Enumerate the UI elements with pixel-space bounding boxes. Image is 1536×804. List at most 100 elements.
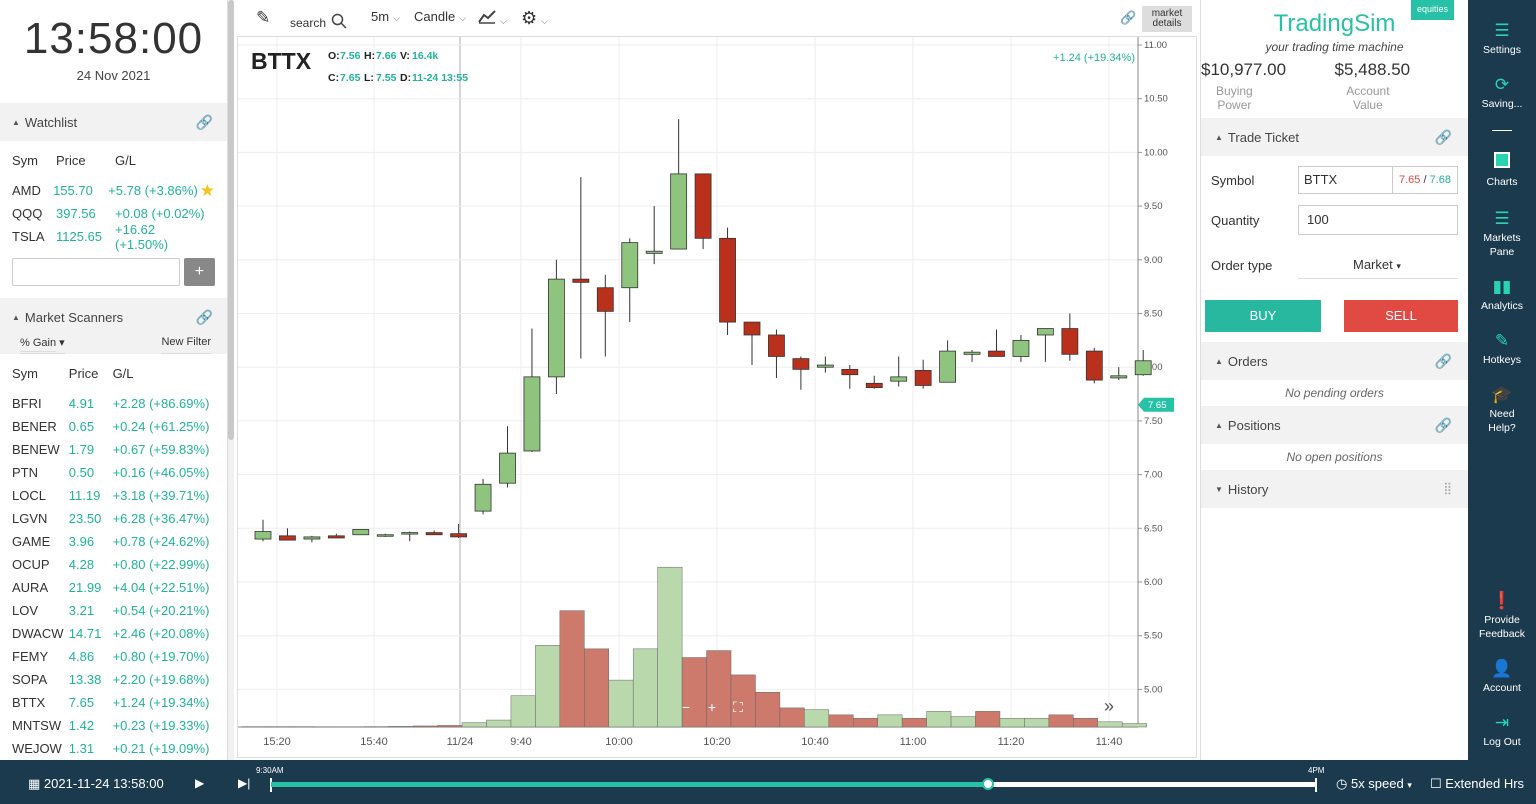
candle[interactable] [547, 278, 565, 378]
scroll-right-icon[interactable]: » [1104, 696, 1114, 716]
nav-saving[interactable]: ⟳ Saving... [1468, 76, 1536, 111]
col-price[interactable]: Price [68, 365, 99, 381]
candle[interactable] [865, 382, 883, 389]
quantity-input[interactable]: 100 [1298, 205, 1458, 235]
candle[interactable] [1061, 328, 1079, 355]
candle[interactable] [645, 250, 663, 254]
candle[interactable] [401, 532, 419, 535]
col-price[interactable]: Price [56, 152, 86, 168]
candle[interactable] [1110, 375, 1128, 379]
link-icon[interactable]: 🔗 [195, 114, 213, 130]
list-item[interactable]: DWACW 14.71 +2.46 (+20.08%) [0, 622, 227, 645]
positions-header[interactable]: ▲ Positions 🔗 [1201, 406, 1468, 444]
candle[interactable] [499, 452, 516, 484]
candle[interactable] [743, 321, 761, 336]
list-item[interactable]: MNTSW 1.42 +0.23 (+19.33%) [0, 714, 227, 737]
list-item[interactable]: WEJOW 1.31 +0.21 (+19.09%) [0, 737, 227, 760]
candle[interactable] [719, 237, 736, 323]
symbol-search[interactable]: search [290, 7, 347, 30]
candle[interactable] [890, 376, 908, 382]
grid-icon[interactable]: ⣿ [1443, 481, 1452, 495]
candle[interactable] [1037, 328, 1054, 336]
candle[interactable] [596, 287, 614, 312]
list-item[interactable]: SOPA 13.38 +2.20 (+19.68%) [0, 668, 227, 691]
candle[interactable] [450, 533, 468, 538]
star-icon[interactable]: ★ [199, 180, 216, 200]
equities-badge[interactable]: equities [1410, 0, 1454, 20]
interval-dropdown[interactable]: 5m ⌵ [371, 9, 400, 24]
scrollbar-thumb[interactable] [228, 0, 234, 440]
search-icon[interactable] [331, 13, 347, 29]
pencil-icon[interactable]: ✎ [256, 8, 271, 27]
link-icon[interactable]: 🔗 [1434, 129, 1452, 145]
list-item[interactable]: BENEW 1.79 +0.67 (+59.83%) [0, 438, 227, 461]
list-item[interactable]: QQQ 397.56 +0.08 (+0.02%) [0, 202, 227, 225]
nav-settings[interactable]: ☰ Settings [1468, 22, 1536, 57]
chart-zoom-fit-icon[interactable]: ⛶ [733, 699, 743, 715]
chart-type-dropdown[interactable]: Candle ⌵ [414, 9, 466, 24]
watchlist-symbol-input[interactable] [12, 258, 180, 286]
market-details-button[interactable]: market details [1142, 6, 1192, 32]
history-header[interactable]: ▼ History ⣿ [1201, 470, 1468, 508]
left-scrollbar[interactable] [228, 0, 234, 760]
nav-charts[interactable]: Charts [1468, 152, 1536, 189]
nav-analytics[interactable]: ▮▮ Analytics [1468, 278, 1536, 313]
trade-ticket-header[interactable]: ▲ Trade Ticket 🔗 [1201, 118, 1468, 156]
playback-slider[interactable] [271, 778, 1316, 790]
add-symbol-button[interactable]: + [183, 258, 215, 286]
candle[interactable] [303, 536, 321, 540]
collapse-caret-icon[interactable]: ▲ [1215, 420, 1223, 430]
candle[interactable] [988, 350, 1005, 357]
chart-zoom-minus-icon[interactable]: − [682, 699, 690, 715]
list-item[interactable]: OCUP 4.28 +0.80 (+22.99%) [0, 553, 227, 576]
candle[interactable] [694, 173, 712, 239]
col-gl[interactable]: G/L [112, 365, 134, 381]
col-sym[interactable]: Sym [12, 152, 38, 168]
link-icon[interactable]: 🔗 [195, 309, 213, 325]
candle[interactable] [621, 242, 639, 289]
plot-frame[interactable]: 11.00 10.50 10.00 9.50 9.00 8.50 8.00 7.50 7.00 6… [237, 36, 1197, 758]
list-item[interactable]: GAME 3.96 +0.78 (+24.62%) [0, 530, 227, 553]
candle[interactable] [572, 278, 590, 283]
gain-filter-dropdown[interactable]: % Gain ▾ [20, 336, 65, 354]
speed-selector[interactable]: ◷ 5x speed ▾ [1336, 776, 1412, 792]
list-item[interactable]: AURA 21.99 +4.04 (+22.51%) [0, 576, 227, 599]
list-item[interactable]: BENER 0.65 +0.24 (+61.25%) [0, 415, 227, 438]
link-icon[interactable]: 🔗 [1434, 353, 1452, 369]
symbol-input[interactable]: BTTX [1299, 167, 1393, 193]
candle[interactable] [1134, 360, 1152, 376]
indicators-dropdown[interactable]: ⌵ [478, 9, 507, 27]
scanners-header[interactable]: ▲ Market Scanners 🔗 [0, 298, 227, 336]
list-item[interactable]: LGVN 23.50 +6.28 (+36.47%) [0, 507, 227, 530]
list-item[interactable]: FEMY 4.86 +0.80 (+19.70%) [0, 645, 227, 668]
orders-header[interactable]: ▲ Orders 🔗 [1201, 342, 1468, 380]
nav-feedback[interactable]: ❗ Provide Feedback [1468, 592, 1536, 641]
collapse-caret-icon[interactable]: ▲ [12, 312, 20, 322]
candle[interactable] [279, 535, 296, 541]
nav-account[interactable]: 👤 Account [1468, 660, 1536, 695]
candle[interactable] [327, 535, 345, 539]
price-chart[interactable]: 11.00 10.50 10.00 9.50 9.00 8.50 8.00 7.50 7.00 6… [238, 37, 1196, 757]
buy-button[interactable]: BUY [1205, 300, 1321, 332]
watchlist-header[interactable]: ▲ Watchlist 🔗 [0, 103, 227, 141]
step-forward-button[interactable]: ▶| [238, 776, 251, 790]
collapse-caret-icon[interactable]: ▲ [1215, 132, 1223, 142]
list-item[interactable]: AMD 155.70 +5.78 (+3.86%) ★ [0, 179, 227, 202]
candle[interactable] [1085, 350, 1103, 381]
candle[interactable] [939, 350, 956, 383]
candle[interactable] [1012, 339, 1030, 357]
candle[interactable] [523, 376, 541, 452]
candle[interactable] [254, 531, 272, 540]
link-icon[interactable]: 🔗 [1434, 417, 1452, 433]
link-icon[interactable]: 🔗 [1120, 10, 1137, 25]
new-filter-button[interactable]: New Filter [161, 336, 211, 354]
list-item[interactable]: BFRI 4.91 +2.28 (+86.69%) [0, 392, 227, 415]
settings-dropdown[interactable]: ⚙ ⌵ [521, 8, 548, 29]
candle[interactable] [376, 534, 394, 537]
playback-datetime[interactable]: ▦ 2021-11-24 13:58:00 [28, 776, 164, 792]
col-sym[interactable]: Sym [12, 365, 38, 381]
sell-button[interactable]: SELL [1344, 300, 1458, 332]
candle[interactable] [425, 532, 443, 536]
candle[interactable] [474, 483, 492, 512]
candle[interactable] [352, 528, 370, 536]
